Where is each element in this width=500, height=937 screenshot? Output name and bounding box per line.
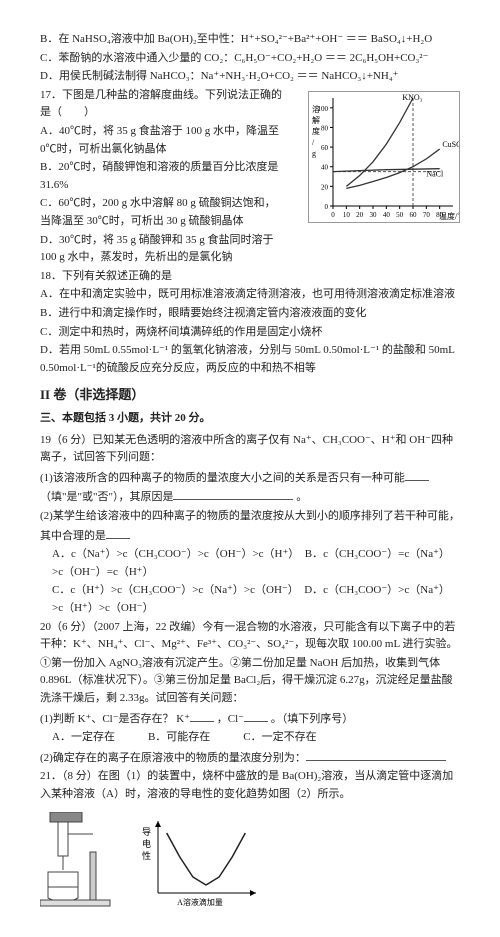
conductivity-chart: 导电性 A溶液滴加量	[140, 817, 260, 907]
q19-p1a: (1)该溶液所含的四种离子的物质的量浓度大小之间的关系是否只有一种可能	[40, 472, 405, 484]
svg-text:解: 解	[312, 115, 320, 125]
q19-p1end: 。	[296, 491, 307, 503]
q21-stem: 21．（8 分）在图（1）的装置中，烧杯中盛放的是 Ba(OH)₂溶液，当从滴定…	[40, 768, 460, 803]
q19-p2-text: (2)某学生给该溶液中的四种离子的物质的量浓度按从大到小的顺序排列了若干种可能，…	[40, 510, 460, 542]
q20-q2: (2)确定存在的离子在原溶液中的物质的量浓度分别为：	[40, 748, 460, 768]
svg-text:导: 导	[142, 827, 151, 837]
q21-figures: 导电性 A溶液滴加量	[40, 812, 460, 907]
q18-a: A．在中和滴定实验中，既可用标准溶液滴定待测溶液，也可用待测溶液滴定标准溶液	[40, 286, 460, 304]
q19-optA: A．c（Na⁺）>c（CH₃COO⁻）>c（OH⁻）>c（H⁺） B．c（CH₃…	[40, 546, 460, 581]
svg-text:10: 10	[343, 211, 351, 219]
svg-text:0: 0	[325, 203, 329, 211]
q19-p2: (2)某学生给该溶液中的四种离子的物质的量浓度按从大到小的顺序排列了若干种可能，…	[40, 508, 460, 545]
q20-q1b: ，Cl⁻	[217, 713, 244, 725]
q18-c: C．测定中和热时，两烧杯间填满碎纸的作用是固定小烧杯	[40, 324, 460, 342]
q20-q1: (1)判断 K⁺、Cl⁻是否存在？ K⁺ ，Cl⁻ 。（填下列序号）	[40, 709, 460, 729]
svg-text:NaCl: NaCl	[426, 169, 444, 178]
q17-stem: 17．下图是几种盐的溶解度曲线。下列说法正确的是（ ）	[40, 87, 284, 122]
section2-sub: 三、本题包括 3 小题，共计 20 分。	[40, 410, 460, 428]
blank[interactable]	[405, 468, 429, 481]
q17-block: 17．下图是几种盐的溶解度曲线。下列说法正确的是（ ） A．40℃时，将 35 …	[40, 87, 460, 267]
opt-16d: D．用侯氏制碱法制得 NaHCO₃：Na⁺+NH₃·H₂O+CO₂ ＝＝ NaH…	[40, 68, 460, 86]
svg-text:/: /	[312, 138, 315, 147]
blank[interactable]	[244, 709, 268, 722]
q20-stem: 20（6 分）（2007 上海，22 改编）今有一混合物的水溶液，只可能含有以下…	[40, 619, 460, 654]
section2-title: II 卷（非选择题）	[40, 385, 460, 406]
svg-text:KNO₃: KNO₃	[402, 93, 422, 102]
svg-text:70: 70	[423, 211, 431, 219]
svg-text:性: 性	[142, 850, 151, 861]
svg-text:30: 30	[370, 211, 378, 219]
q17-a: A．40℃时，将 35 g 食盐溶于 100 g 水中，降温至 0℃时，可析出氯…	[40, 123, 284, 158]
blank[interactable]	[306, 748, 446, 761]
svg-text:40: 40	[321, 164, 329, 172]
svg-text:温度/℃: 温度/℃	[439, 211, 460, 221]
q20-q1a: (1)判断 K⁺、Cl⁻是否存在？ K⁺	[40, 713, 190, 725]
svg-text:电: 电	[142, 838, 151, 849]
q17-b: B．20℃时，硝酸钾饱和溶液的质量百分比浓度是 31.6%	[40, 159, 284, 194]
blank[interactable]	[173, 487, 293, 500]
q20-p1: ①第一份加入 AgNO₃溶液有沉淀产生。②第二份加足量 NaOH 后加热，收集到…	[40, 655, 460, 708]
svg-text:A溶液滴加量: A溶液滴加量	[177, 897, 223, 907]
q18-b: B．进行中和滴定操作时，眼睛要始终注视滴定管内溶液液面的变化	[40, 305, 460, 323]
svg-text:g: g	[312, 149, 316, 158]
q18-stem: 18．下列有关叙述正确的是	[40, 268, 460, 286]
q20-q1c: 。（填下列序号）	[271, 713, 354, 725]
svg-text:50: 50	[396, 211, 404, 219]
svg-text:CuSO₄: CuSO₄	[442, 140, 460, 149]
svg-text:20: 20	[356, 211, 364, 219]
q19-p1b: （填"是"或"否"），其原因是	[40, 491, 173, 503]
q19-optC: C．c（H⁺）>c（CH₃COO⁻）>c（Na⁺）>c（OH⁻） D．c（CH₃…	[40, 582, 460, 617]
svg-text:80: 80	[321, 124, 329, 132]
svg-text:20: 20	[321, 183, 329, 191]
svg-text:0: 0	[331, 211, 335, 219]
q18-d: D．若用 50mL 0.55mol·L⁻¹ 的氢氧化钠溶液，分别与 50mL 0…	[40, 342, 460, 377]
svg-text:40: 40	[383, 211, 391, 219]
q17-c: C．60℃时，200 g 水中溶解 80 g 硫酸铜达饱和，当降温至 30℃时，…	[40, 195, 284, 230]
solubility-chart: 01020304050607080020406080100KNO₃CuSO₄Na…	[308, 91, 460, 223]
q19-p1: (1)该溶液所含的四种离子的物质的量浓度大小之间的关系是否只有一种可能 （填"是…	[40, 468, 460, 507]
blank[interactable]	[106, 526, 130, 539]
opt-16b: B．在 NaHSO₄溶液中加 Ba(OH)₂至中性：H⁺+SO₄²⁻+Ba²⁺+…	[40, 31, 460, 49]
q20-q2-text: (2)确定存在的离子在原溶液中的物质的量浓度分别为：	[40, 752, 306, 764]
q17-d: D．30℃时，将 35 g 硝酸钾和 35 g 食盐同时溶于 100 g 水中，…	[40, 232, 284, 267]
svg-text:溶: 溶	[312, 104, 320, 114]
q20-q1opts: A．一定存在 B．可能存在 C．一定不存在	[40, 729, 460, 747]
blank[interactable]	[190, 709, 214, 722]
svg-text:60: 60	[321, 144, 329, 152]
apparatus-figure	[40, 812, 120, 907]
opt-16c: C．苯酚钠的水溶液中通入少量的 CO₂：C₆H₅O⁻+CO₂+H₂O ＝＝ 2C…	[40, 50, 460, 68]
svg-text:度: 度	[312, 126, 320, 136]
q19-stem: 19（6 分）已知某无色透明的溶液中所含的离子仅有 Na⁺、CH₃COO⁻、H⁺…	[40, 432, 460, 467]
svg-text:60: 60	[410, 211, 418, 219]
